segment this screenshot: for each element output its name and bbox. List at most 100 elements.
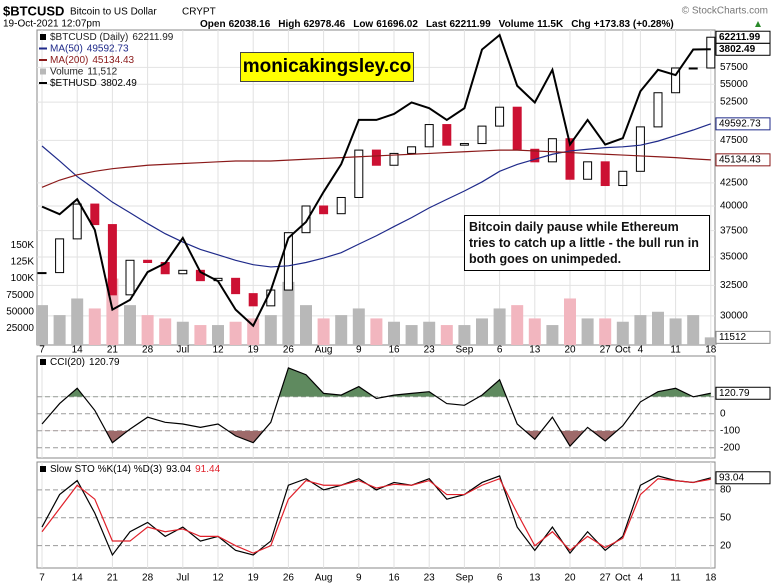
- y-tick-label: 57500: [720, 62, 748, 73]
- x-tick-label: 12: [212, 345, 224, 356]
- x-tick-label: Sep: [456, 345, 474, 356]
- x-tick-label: 28: [142, 573, 154, 584]
- y-tick-label: -100: [720, 425, 740, 436]
- series-line: [41, 477, 711, 554]
- legend-entry: MA(50) 49592.73: [50, 43, 129, 54]
- value-tag: [715, 117, 771, 131]
- sto-panel: [36, 461, 716, 569]
- legend-value: 91.44: [195, 464, 220, 475]
- legend-swatch: [40, 68, 46, 75]
- value-tag: [715, 30, 771, 44]
- quote-label: Chg: [571, 19, 590, 30]
- y-tick-label: 125K: [11, 257, 35, 268]
- x-tick-label: 11: [670, 573, 681, 584]
- candle: [319, 205, 329, 215]
- volume-bar: [36, 305, 48, 345]
- x-tick-label: Oct: [615, 573, 631, 584]
- x-tick-label: 26: [283, 345, 295, 356]
- volume-bar: [546, 325, 559, 345]
- x-tick-label: 13: [529, 345, 541, 356]
- y-tick-label: -200: [720, 442, 740, 453]
- y-tick-label: 20: [720, 540, 732, 551]
- x-tick-label: 23: [424, 573, 436, 584]
- quote-label: Low: [353, 19, 373, 30]
- x-tick-label: 12: [212, 573, 224, 584]
- candle: [495, 106, 505, 127]
- candle: [512, 106, 522, 150]
- candle: [424, 124, 434, 148]
- volume-bar: [493, 308, 506, 345]
- volume-bar: [141, 315, 154, 345]
- legend-name: MA(200): [50, 55, 88, 66]
- candle: [530, 148, 540, 163]
- y-tick-label: 37500: [720, 225, 748, 236]
- quote-label: Volume: [499, 19, 535, 30]
- candle: [283, 232, 293, 291]
- x-tick-label: 11: [670, 345, 681, 356]
- x-tick-label: Jul: [176, 573, 189, 584]
- annotation: Bitcoin daily pause while Ethereum tries…: [464, 215, 710, 271]
- volume-bar: [194, 325, 207, 345]
- x-tick-label: 9: [356, 573, 362, 584]
- volume-bar: [317, 318, 330, 345]
- candle: [107, 224, 117, 296]
- x-tick-label: Aug: [315, 345, 333, 356]
- volume-bar: [687, 315, 700, 345]
- x-tick-label: 19: [248, 345, 260, 356]
- x-tick-label: 26: [283, 573, 295, 584]
- candle: [583, 161, 593, 180]
- candle: [143, 259, 153, 263]
- indicator-fill: [42, 430, 711, 447]
- y-tick-label: 0: [720, 408, 726, 419]
- legend-swatch: [40, 34, 46, 40]
- x-tick-label: 9: [356, 345, 362, 356]
- volume-bar: [282, 281, 295, 345]
- x-tick-label: 6: [497, 573, 503, 584]
- quote-label: Open: [200, 19, 226, 30]
- x-tick-label: 16: [388, 345, 400, 356]
- y-tick-label: 25000: [6, 323, 34, 334]
- legend-swatch: [39, 47, 47, 50]
- x-tick-label: 21: [107, 345, 119, 356]
- candle: [37, 272, 47, 275]
- candle: [565, 138, 575, 180]
- legend-value: 45134.43: [92, 55, 134, 66]
- legend-entry: $BTCUSD (Daily) 62211.99: [50, 32, 174, 43]
- legend-value: 93.04: [166, 464, 191, 475]
- subtitle: Bitcoin to US Dollar: [70, 7, 157, 18]
- volume-bar: [388, 321, 400, 345]
- value-tag: [715, 471, 771, 485]
- value-tag-label: 3802.49: [719, 44, 756, 55]
- candle: [389, 152, 399, 166]
- value-tag-label: 49592.73: [719, 118, 761, 129]
- quote-value: +173.83 (+0.28%): [594, 19, 674, 30]
- quote-value: 62211.99: [450, 19, 492, 30]
- volume-bar: [264, 315, 277, 345]
- y-tick-label: 30000: [720, 311, 748, 322]
- x-tick-label: Oct: [615, 345, 631, 356]
- x-tick-label: 19: [248, 573, 260, 584]
- candle: [72, 203, 82, 240]
- x-tick-label: 4: [638, 345, 644, 356]
- y-tick-label: 100K: [11, 273, 35, 284]
- series-line: [41, 149, 711, 188]
- candle: [301, 205, 311, 234]
- y-tick-label: 75000: [6, 290, 34, 301]
- x-tick-label: Sep: [456, 573, 474, 584]
- x-tick-label: 27: [600, 573, 612, 584]
- candle: [248, 293, 258, 307]
- candle: [688, 67, 698, 70]
- legend-name: MA(50): [50, 43, 83, 54]
- candle: [477, 125, 487, 145]
- x-tick-label: 4: [638, 573, 644, 584]
- volume-bar: [229, 321, 242, 345]
- series-line: [41, 33, 711, 328]
- legend-entry: MA(200) 45134.43: [50, 55, 135, 66]
- legend-value: 49592.73: [87, 43, 129, 54]
- legend-swatch: [39, 59, 47, 61]
- x-tick-label: 20: [564, 345, 576, 356]
- volume-bar: [458, 325, 471, 345]
- value-tag-label: 93.04: [719, 472, 744, 483]
- legend-value: 3802.49: [101, 78, 138, 89]
